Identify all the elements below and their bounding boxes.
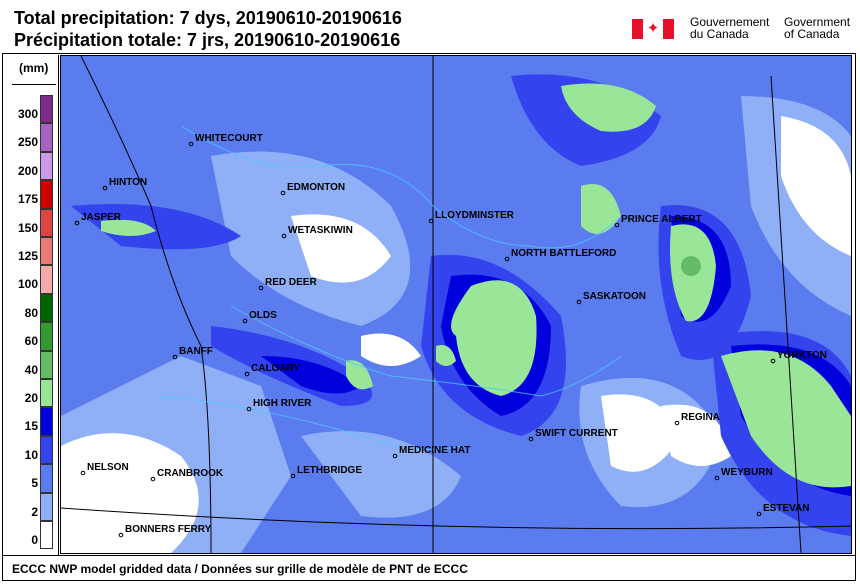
legend-label: 10 [24,447,38,462]
city-label: RED DEER [265,277,317,288]
legend-swatch [40,407,53,436]
city-label: HIGH RIVER [253,398,312,409]
city-label: WETASKIWIN [288,225,353,236]
legend-swatch [40,435,53,465]
legend-swatch [40,492,53,521]
city-marker: JASPER [74,212,122,226]
city-label: JASPER [81,212,122,223]
data-source-footer: ECCC NWP model gridded data / Données su… [12,562,468,576]
legend-swatch [40,123,53,152]
legend-swatch [40,293,53,323]
legend-swatch [40,521,53,550]
precipitation-map: WHITECOURT HINTON JASPER EDMONTON WETASKIWIN… [60,55,852,554]
city-label: OLDS [249,310,277,321]
legend-label: 250 [17,135,38,150]
city-marker: HIGH RIVER [246,398,312,412]
city-label: PRINCE ALBERT [621,214,702,225]
city-label: REGINA [681,412,720,423]
legend-swatch [40,464,53,493]
city-marker: WEYBURN [714,467,773,481]
city-label: ESTEVAN [763,503,810,514]
legend-label: 150 [17,220,38,235]
city-marker: WETASKIWIN [281,225,353,239]
canada-flag-icon: ✦ [632,19,674,39]
title-english: Total precipitation: 7 dys, 20190610-201… [14,8,402,28]
city-marker: LLOYDMINSTER [428,210,515,224]
city-label: WEYBURN [721,467,773,478]
city-marker: LETHBRIDGE [290,465,362,479]
map-canvas: WHITECOURT HINTON JASPER EDMONTON WETASKIWIN… [60,55,852,554]
city-label: BANFF [179,346,213,357]
title-french: Précipitation totale: 7 jrs, 20190610-20… [14,30,401,50]
city-marker: BANFF [172,346,213,360]
city-marker: SASKATOON [576,291,646,305]
city-marker: SWIFT CURRENT [528,428,618,442]
legend-label: 300 [17,107,38,121]
city-label: MEDICINE HAT [399,445,470,456]
legend-label: 20 [24,391,38,405]
city-marker: OLDS [242,310,277,324]
government-of-canada-logo: ✦ Gouvernement du Canada Government of Can… [632,16,850,42]
legend-swatch [40,95,53,124]
legend-label: 15 [24,419,38,434]
legend-label: 125 [17,249,38,263]
city-label: LLOYDMINSTER [435,210,515,221]
legend-label: 5 [31,476,38,491]
legend-label: 175 [17,192,38,207]
city-label: CALGARY [251,363,300,374]
city-marker: YORKTON [770,350,827,364]
legend-swatch [40,151,53,181]
city-marker: HINTON [102,177,147,191]
city-label: WHITECOURT [195,133,263,144]
city-marker: REGINA [674,412,720,426]
city-label: NORTH BATTLEFORD [511,248,616,259]
legend-swatch [40,265,53,294]
legend-swatch [40,180,53,209]
legend-swatch [40,350,53,379]
legend-label: 100 [17,277,38,292]
legend-unit: (mm) [19,61,49,75]
legend-swatch [40,379,53,408]
legend-label: 40 [24,362,38,377]
legend-label: 60 [24,334,38,349]
city-marker: CRANBROOK [150,468,224,482]
city-label: BONNERS FERRY [125,524,212,535]
city-marker: NELSON [80,462,129,476]
city-label: CRANBROOK [157,468,224,479]
city-label: YORKTON [777,350,827,361]
legend-label: 80 [24,305,38,320]
color-legend: (mm) 300 250 200 175 150 125 100 80 60 40 20 15 10 5 2… [4,55,59,555]
city-marker: EDMONTON [280,182,345,196]
city-label: HINTON [109,177,147,188]
legend-label: 2 [31,504,38,519]
legend-label: 200 [17,163,38,178]
legend-label: 0 [31,533,38,547]
city-marker: CALGARY [244,363,300,377]
city-marker: RED DEER [258,277,317,291]
city-marker: MEDICINE HAT [392,445,470,459]
legend-swatch [40,208,53,237]
city-marker: PRINCE ALBERT [614,214,702,228]
city-marker: WHITECOURT [188,133,263,147]
figure-frame [2,53,856,581]
legend-swatch [40,322,53,351]
city-marker: NORTH BATTLEFORD [504,248,616,262]
legend-swatch [40,237,53,266]
city-marker: BONNERS FERRY [118,524,212,538]
city-label: SASKATOON [583,291,646,302]
city-marker: ESTEVAN [756,503,810,517]
city-label: EDMONTON [287,182,345,193]
city-label: SWIFT CURRENT [535,428,618,439]
city-label: NELSON [87,462,129,473]
city-label: LETHBRIDGE [297,465,362,476]
